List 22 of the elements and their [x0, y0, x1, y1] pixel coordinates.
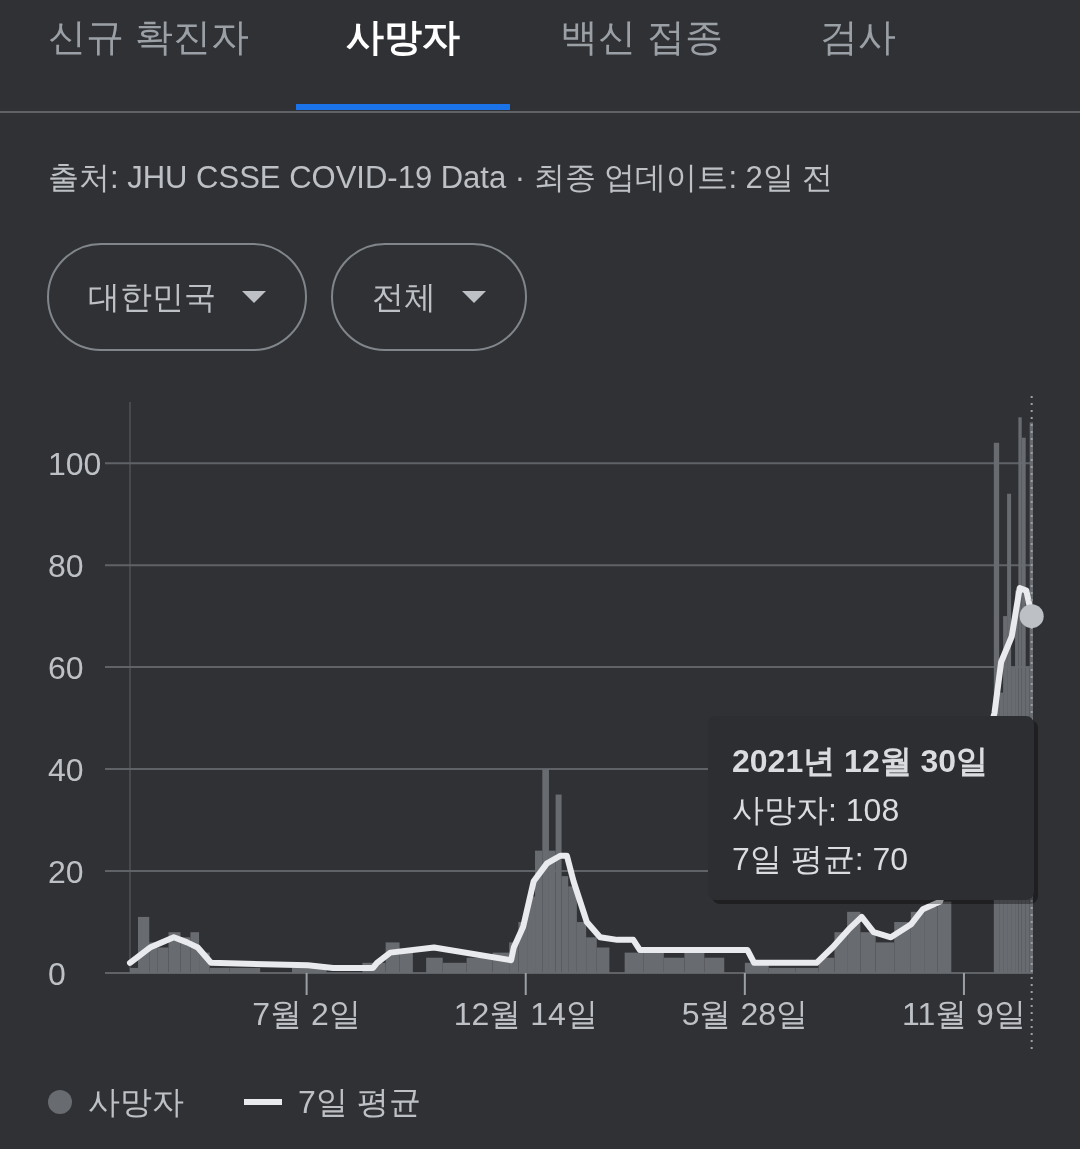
source-note: 출처: JHU CSSE COVID-19 Data · 최종 업데이트: 2일 전	[48, 160, 834, 195]
y-tick-label: 20	[48, 854, 84, 891]
text: 사망자	[346, 16, 460, 58]
y-tick-label: 80	[48, 548, 84, 585]
y-tick-label: 100	[48, 446, 102, 483]
y-tick-label: 40	[48, 752, 84, 789]
annotation: 사망자: 108	[732, 792, 900, 828]
y-tick-label: 60	[48, 650, 84, 687]
x-tick-label: 12월 14일	[453, 996, 598, 1032]
text: 전체	[372, 279, 436, 315]
text: 신규 확진자	[48, 16, 249, 58]
x-tick-label: 11월 9일	[901, 996, 1026, 1032]
text: 검사	[820, 16, 896, 58]
x-tick-label: 7월 2일	[252, 996, 361, 1032]
x-tick-label: 5월 28일	[681, 996, 808, 1032]
text: 백신 접종	[560, 16, 723, 58]
text: 대한민국	[88, 279, 216, 315]
y-tick-label: 0	[48, 956, 66, 992]
legend-label: 7일 평균	[298, 1084, 421, 1120]
annotation: 2021년 12월 30일	[732, 743, 989, 779]
annotation: 7일 평균: 70	[732, 841, 909, 877]
legend-label: 사망자	[88, 1084, 184, 1120]
